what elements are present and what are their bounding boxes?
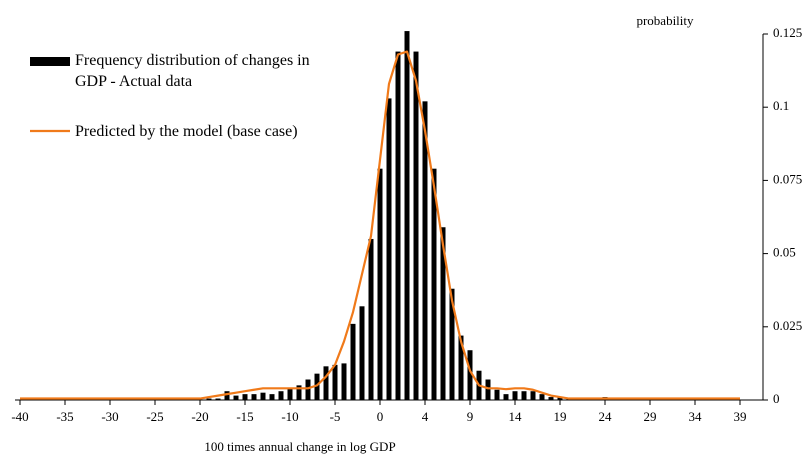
bar — [521, 391, 527, 400]
x-tick-label: 0 — [377, 409, 384, 424]
x-tick-label: -40 — [11, 409, 28, 424]
legend-label: Predicted by the model (base case) — [75, 123, 298, 140]
bar — [386, 98, 392, 400]
bar — [557, 397, 563, 400]
x-tick-label: 29 — [644, 409, 657, 424]
bar — [530, 391, 536, 400]
bar — [449, 288, 455, 400]
bar — [548, 397, 554, 400]
x-tick-label: 39 — [734, 409, 747, 424]
y-tick-label: 0 — [773, 391, 780, 406]
y-tick-label: 0.1 — [773, 98, 789, 113]
bar — [458, 335, 464, 400]
x-tick-label: -25 — [146, 409, 163, 424]
bar — [404, 31, 410, 401]
bar — [278, 391, 284, 400]
bar — [395, 51, 401, 401]
bar — [242, 394, 248, 400]
bar — [494, 389, 500, 400]
bar — [368, 238, 374, 400]
x-tick-label: -30 — [101, 409, 118, 424]
x-tick-label: 4 — [422, 409, 429, 424]
x-tick-label: -10 — [281, 409, 298, 424]
bar — [539, 394, 545, 400]
x-tick-label: 9 — [467, 409, 474, 424]
bar — [503, 394, 509, 400]
x-tick-label: 24 — [599, 409, 613, 424]
x-tick-label: -20 — [191, 409, 208, 424]
bar — [251, 394, 257, 400]
y-axis-title: probability — [636, 13, 694, 28]
legend-swatch — [30, 57, 70, 66]
bar — [206, 398, 212, 400]
bar — [485, 379, 491, 400]
x-tick-label: -35 — [56, 409, 73, 424]
bar — [314, 373, 320, 400]
bar — [413, 51, 419, 401]
bar — [332, 364, 338, 400]
y-tick-label: 0.05 — [773, 245, 796, 260]
x-axis-title: 100 times annual change in log GDP — [204, 439, 395, 454]
bar — [215, 398, 221, 400]
x-tick-label: 14 — [509, 409, 523, 424]
legend-label: Frequency distribution of changes in GDP… — [75, 52, 310, 90]
x-tick-label: 19 — [554, 409, 567, 424]
bar — [359, 306, 365, 400]
y-tick-label: 0.125 — [773, 25, 802, 40]
x-tick-label: -15 — [236, 409, 253, 424]
line — [20, 50, 740, 400]
bar — [377, 168, 383, 400]
x-tick-label: -5 — [330, 409, 341, 424]
bar — [287, 388, 293, 400]
bar — [296, 385, 302, 400]
bar — [512, 391, 518, 400]
bar — [467, 350, 473, 400]
bar — [440, 227, 446, 400]
bar — [350, 323, 356, 400]
bar — [269, 394, 275, 400]
bar — [431, 168, 437, 400]
bar — [233, 395, 239, 400]
bar — [323, 366, 329, 400]
y-tick-label: 0.025 — [773, 318, 802, 333]
x-tick-label: 34 — [689, 409, 703, 424]
bar — [224, 391, 230, 400]
bar — [422, 101, 428, 401]
y-tick-label: 0.075 — [773, 171, 802, 186]
bar — [305, 379, 311, 400]
bar — [341, 363, 347, 400]
bar — [260, 392, 266, 400]
